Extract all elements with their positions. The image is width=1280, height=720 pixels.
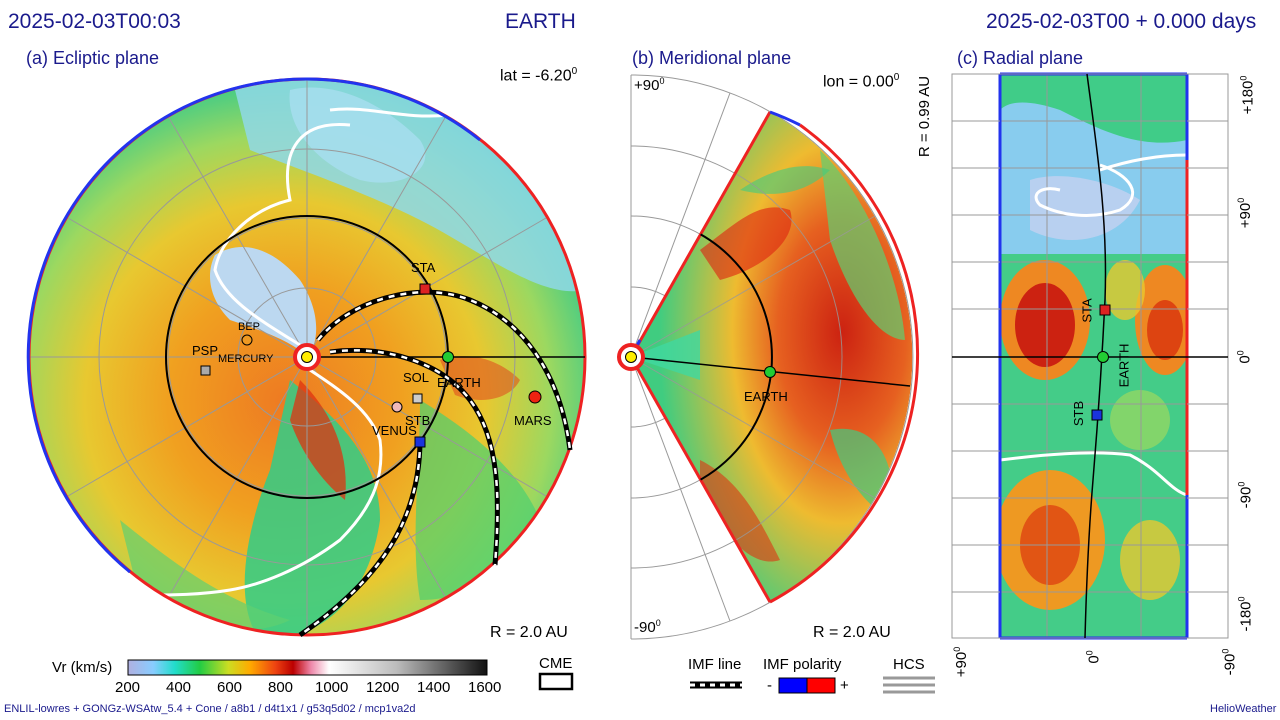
mercury-label: MERCURY — [218, 353, 274, 365]
psp-marker — [200, 365, 211, 376]
meridional-earth-label: EARTH — [744, 389, 788, 404]
stb-marker — [414, 436, 426, 448]
hcs-swatch — [883, 676, 935, 694]
observer-label: EARTH — [505, 10, 576, 33]
ecliptic-title: (a) Ecliptic plane — [26, 48, 160, 68]
mars-marker — [528, 390, 542, 404]
psp-label: PSP — [192, 343, 219, 358]
cme-legend-swatch — [538, 672, 574, 691]
lon-label: lon = 0.000 — [823, 72, 900, 91]
radial-earth-marker — [1097, 351, 1109, 363]
venus-marker — [391, 401, 403, 413]
run-time: 2025-02-03T00 + 0.000 days — [986, 10, 1257, 33]
radial-sta-label: STA — [1079, 298, 1095, 323]
colorbar-tick: 1400 — [417, 679, 451, 696]
imf-polarity-minus: - — [767, 677, 772, 694]
earth-label: EARTH — [437, 375, 481, 390]
ecliptic-radius: R = 2.0 AU — [490, 624, 568, 641]
sun-marker — [293, 343, 321, 371]
imf-polarity-swatch — [778, 677, 836, 694]
venus-label: VENUS — [372, 423, 417, 438]
colorbar-tick: 1200 — [366, 679, 400, 696]
colorbar-tick: 1600 — [468, 679, 502, 696]
earth-marker — [442, 351, 454, 363]
radial-bottom-p90: +900 — [952, 646, 971, 678]
mars-label: MARS — [514, 413, 552, 428]
solo-marker — [412, 393, 423, 404]
meridional-bottom-lat: -900 — [634, 618, 661, 636]
lat-label: lat = -6.200 — [500, 66, 578, 85]
colorbar — [127, 659, 488, 676]
imf-polarity-label: IMF polarity — [763, 656, 842, 673]
radial-title: (c) Radial plane — [957, 48, 1084, 68]
brand-label: HelioWeather — [1210, 703, 1277, 715]
colorbar-tick: 200 — [115, 679, 141, 696]
imf-polarity-plus: + — [840, 677, 849, 694]
radial-tick-m90: -900 — [1236, 481, 1255, 509]
radial-stb-label: STB — [1071, 400, 1087, 427]
colorbar-tick: 1000 — [315, 679, 349, 696]
timestamp: 2025-02-03T00:03 — [8, 10, 181, 33]
colorbar-tick: 400 — [166, 679, 192, 696]
solo-label: SOL — [403, 370, 430, 385]
colorbar-tick: 600 — [217, 679, 243, 696]
stb-label: STB — [405, 413, 431, 428]
radial-tick-0: 00 — [1235, 350, 1254, 364]
radial-stb-marker — [1091, 409, 1103, 421]
sta-label: STA — [411, 260, 436, 275]
colorbar-tick: 800 — [268, 679, 294, 696]
imf-lines — [298, 289, 573, 638]
meridional-sun — [617, 343, 645, 371]
radial-tick-m180: -1800 — [1236, 596, 1255, 632]
meridional-earth-marker — [764, 366, 776, 378]
model-info: ENLIL-lowres + GONGz-WSAtw_5.4 + Cone / … — [4, 703, 416, 715]
radial-earth-label: EARTH — [1116, 343, 1132, 388]
meridional-title: (b) Meridional plane — [632, 48, 792, 68]
radial-panel — [1000, 74, 1187, 638]
bep-marker — [241, 334, 253, 346]
colorbar-label: Vr (km/s) — [52, 659, 113, 676]
cme-legend-label: CME — [539, 655, 573, 672]
sta-marker — [419, 283, 431, 295]
radial-bottom-0: 00 — [1084, 650, 1103, 664]
hcs-label: HCS — [893, 656, 925, 673]
radial-tick-p180: +1800 — [1238, 75, 1257, 115]
meridional-radius: R = 2.0 AU — [813, 624, 891, 641]
imf-line-label: IMF line — [688, 656, 742, 673]
bep-label: BEP — [238, 321, 261, 333]
meridional-top-lat: +900 — [634, 76, 665, 94]
radial-sta-marker — [1099, 304, 1111, 316]
radial-radius: R = 0.99 AU — [916, 75, 934, 158]
radial-tick-p90: +900 — [1236, 197, 1255, 229]
radial-bottom-m90: -900 — [1220, 648, 1239, 676]
